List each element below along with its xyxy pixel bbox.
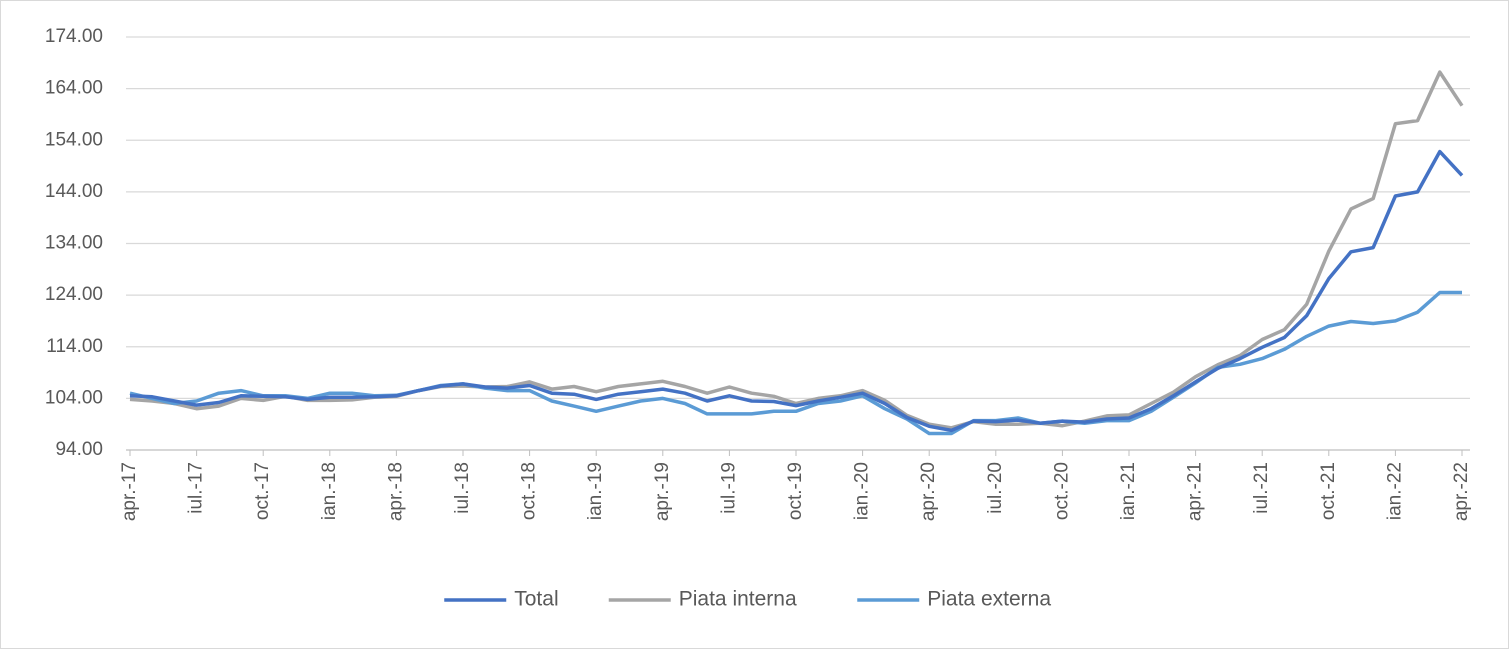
x-tick-label: oct.-18 — [519, 462, 540, 520]
y-tick-label: 114.00 — [46, 336, 103, 357]
y-tick-label: 94.00 — [55, 439, 103, 460]
x-tick-label: oct.-19 — [785, 462, 806, 520]
x-tick-label: iul.-20 — [985, 462, 1006, 514]
x-tick-label: apr.-21 — [1185, 462, 1206, 521]
legend-label: Total — [514, 588, 558, 611]
x-tick-label: apr.-20 — [918, 462, 939, 521]
legend-label: Piata interna — [679, 588, 797, 611]
x-tick-label: ian.-20 — [852, 462, 873, 520]
x-tick-label: apr.-22 — [1451, 462, 1472, 521]
y-tick-label: 144.00 — [45, 181, 103, 202]
series-line — [129, 70, 1464, 430]
y-tick-label: 104.00 — [45, 387, 103, 408]
series-line — [129, 149, 1464, 433]
y-tick-label: 124.00 — [45, 284, 103, 305]
x-tick-label: apr.-18 — [385, 462, 406, 521]
x-tick-label: oct.-17 — [252, 462, 273, 520]
x-tick-label: iul.-19 — [718, 462, 739, 514]
series-line — [129, 290, 1462, 436]
x-tick-label: apr.-19 — [652, 462, 673, 521]
y-tick-label: 174.00 — [45, 26, 103, 47]
y-tick-label: 154.00 — [45, 129, 103, 150]
x-tick-label: apr.-17 — [119, 462, 140, 521]
x-tick-label: ian.-19 — [585, 462, 606, 520]
x-tick-label: oct.-20 — [1051, 462, 1072, 520]
y-tick-label: 164.00 — [45, 78, 103, 99]
x-tick-label: oct.-21 — [1318, 462, 1339, 520]
x-tick-label: ian.-22 — [1384, 462, 1405, 520]
x-tick-label: iul.-17 — [186, 462, 207, 514]
x-tick-label: ian.-21 — [1118, 462, 1139, 520]
x-tick-label: iul.-21 — [1251, 462, 1272, 514]
y-tick-label: 134.00 — [45, 233, 103, 254]
x-tick-label: iul.-18 — [452, 462, 473, 514]
legend-label: Piata externa — [927, 588, 1051, 611]
x-tick-label: ian.-18 — [319, 462, 340, 520]
